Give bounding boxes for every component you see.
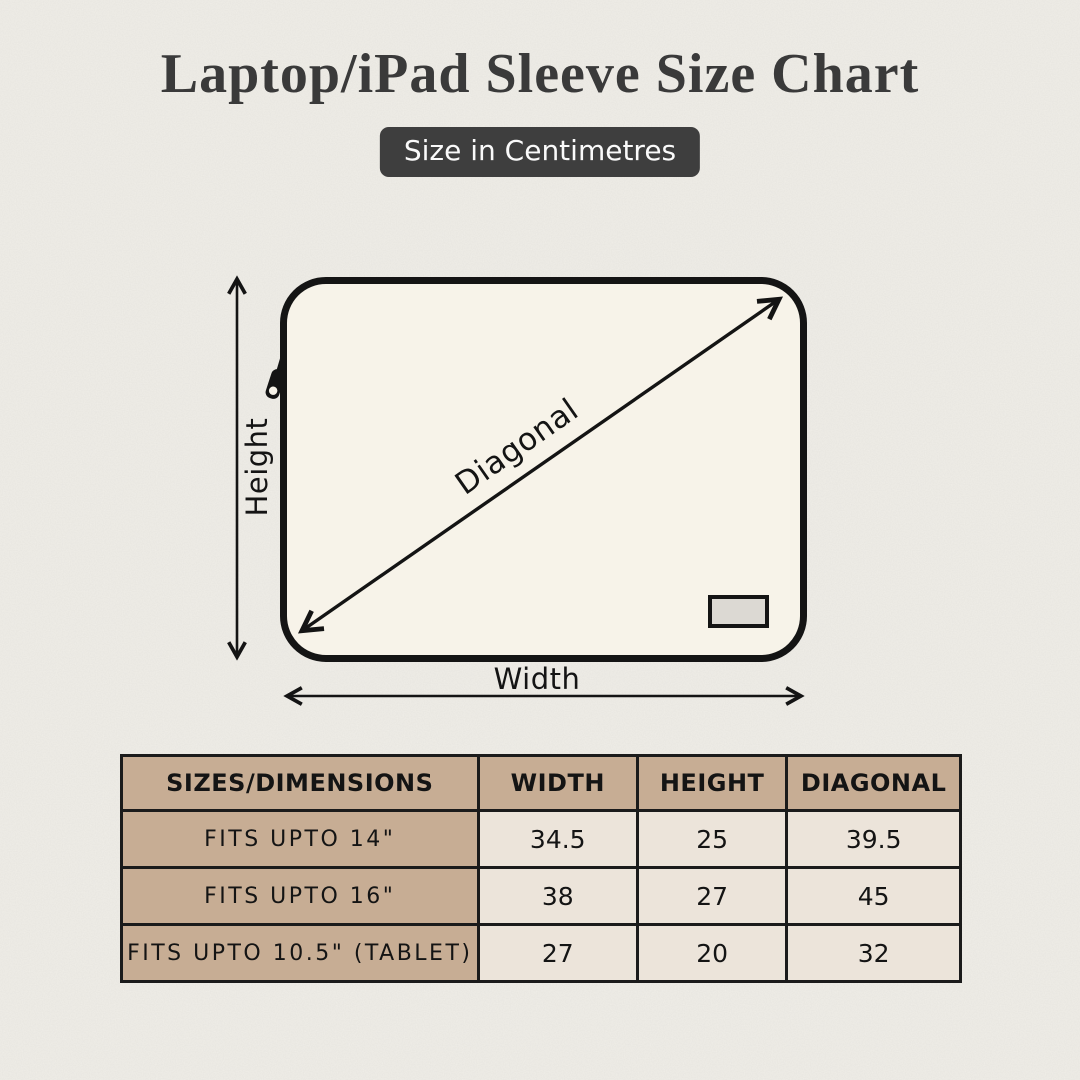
table-row: FITS UPTO 10.5" (TABLET) 27 20 32 [120,923,962,983]
unit-badge: Size in Centimetres [379,127,701,177]
cell-height: 27 [635,866,789,926]
header-diagonal: DIAGONAL [785,754,962,812]
cell-width: 27 [476,923,639,983]
height-dimension-label: Height [240,417,274,517]
size-table: SIZES/DIMENSIONS WIDTH HEIGHT DIAGONAL F… [120,754,962,983]
fabric-tag-icon [708,595,769,628]
cell-width: 38 [476,866,639,926]
row-label-tablet: FITS UPTO 10.5" (TABLET) [120,923,480,983]
row-label-14in: FITS UPTO 14" [120,809,480,869]
width-dimension-label: Width [493,662,581,696]
header-width: WIDTH [476,754,639,812]
table-row: FITS UPTO 14" 34.5 25 39.5 [120,809,962,869]
page-title: Laptop/iPad Sleeve Size Chart [160,43,920,105]
cell-diagonal: 32 [785,923,962,983]
cell-height: 20 [635,923,789,983]
cell-diagonal: 39.5 [785,809,962,869]
header-height: HEIGHT [635,754,789,812]
cell-height: 25 [635,809,789,869]
table-header-row: SIZES/DIMENSIONS WIDTH HEIGHT DIAGONAL [120,754,962,812]
row-label-16in: FITS UPTO 16" [120,866,480,926]
header-sizes-dimensions: SIZES/DIMENSIONS [120,754,480,812]
cell-diagonal: 45 [785,866,962,926]
cell-width: 34.5 [476,809,639,869]
table-row: FITS UPTO 16" 38 27 45 [120,866,962,926]
